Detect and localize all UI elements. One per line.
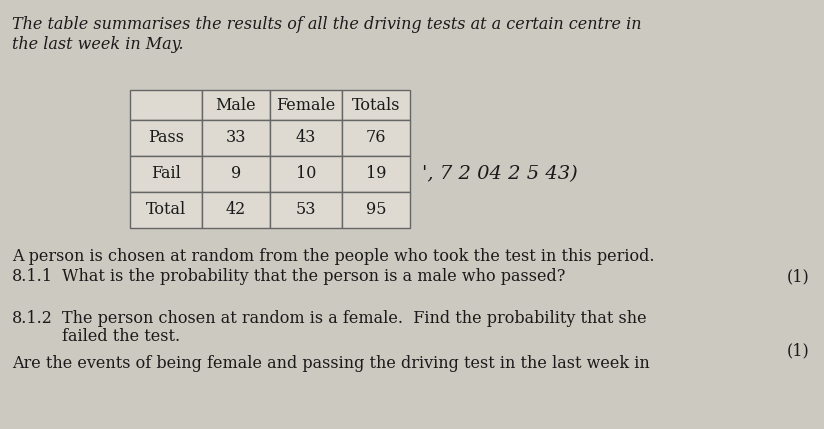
Bar (270, 120, 342, 156)
Bar (130, 156, 202, 192)
Text: 33: 33 (226, 130, 246, 146)
Text: 8.1.2: 8.1.2 (12, 310, 53, 327)
Bar (202, 192, 270, 228)
Text: A person is chosen at random from the people who took the test in this period.: A person is chosen at random from the pe… (12, 248, 654, 265)
Text: 19: 19 (366, 166, 386, 182)
Text: 76: 76 (366, 130, 386, 146)
Text: Total: Total (146, 202, 186, 218)
Text: Totals: Totals (352, 97, 400, 114)
Bar (130, 192, 202, 228)
Bar (130, 90, 202, 120)
Text: 10: 10 (296, 166, 316, 182)
Bar (270, 192, 342, 228)
Text: Pass: Pass (148, 130, 184, 146)
Bar (342, 156, 410, 192)
Bar (202, 90, 270, 120)
Text: The person chosen at random is a female.  Find the probability that she: The person chosen at random is a female.… (62, 310, 647, 327)
Text: 53: 53 (296, 202, 316, 218)
Text: 43: 43 (296, 130, 316, 146)
Bar (130, 120, 202, 156)
Text: (1): (1) (787, 342, 810, 359)
Bar (342, 192, 410, 228)
Bar (270, 90, 342, 120)
Bar (270, 156, 342, 192)
Bar (342, 120, 410, 156)
Text: the last week in May.: the last week in May. (12, 36, 184, 53)
Text: 9: 9 (231, 166, 241, 182)
Text: Fail: Fail (151, 166, 181, 182)
Text: Are the events of being female and passing the driving test in the last week in: Are the events of being female and passi… (12, 355, 650, 372)
Text: 42: 42 (226, 202, 246, 218)
Bar (342, 90, 410, 120)
Text: failed the test.: failed the test. (62, 328, 180, 345)
Bar (202, 120, 270, 156)
Text: 95: 95 (366, 202, 386, 218)
Text: Female: Female (276, 97, 335, 114)
Text: What is the probability that the person is a male who passed?: What is the probability that the person … (62, 268, 565, 285)
Text: Male: Male (216, 97, 256, 114)
Text: The table summarises the results of all the driving tests at a certain centre in: The table summarises the results of all … (12, 16, 642, 33)
Text: 8.1.1: 8.1.1 (12, 268, 53, 285)
Text: ', 7 2 04 2 5 43): ', 7 2 04 2 5 43) (422, 165, 578, 183)
Text: (1): (1) (787, 268, 810, 285)
Bar (202, 156, 270, 192)
